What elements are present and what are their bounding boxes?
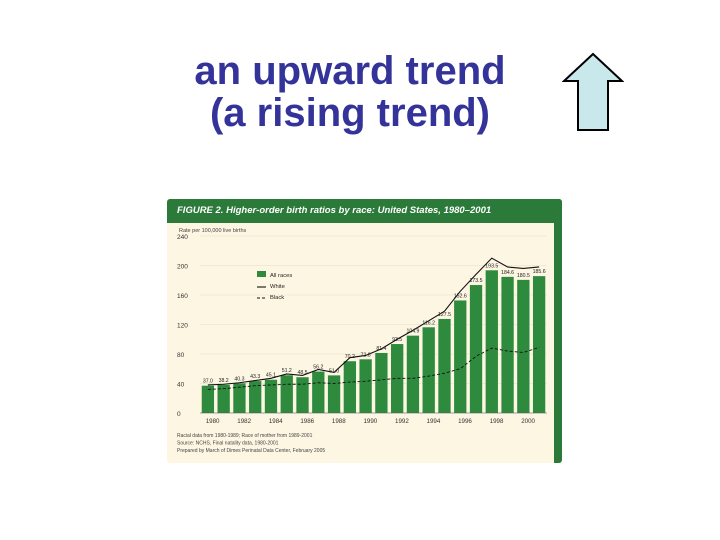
bar — [391, 344, 404, 413]
bar — [233, 383, 246, 413]
bar — [359, 359, 372, 413]
bar — [201, 385, 215, 413]
legend-swatch-all-races — [257, 271, 266, 277]
x-tick-label: 1988 — [332, 418, 346, 425]
up-arrow-icon — [562, 52, 624, 131]
x-tick-label: 1990 — [363, 418, 377, 425]
y-tick-label: 240 — [177, 234, 188, 241]
title-line-1: an upward trend — [194, 49, 506, 93]
figure-header: FIGURE 2. Higher-order birth ratios by r… — [167, 199, 562, 223]
x-tick-label: 1992 — [395, 418, 409, 425]
x-tick-label: 1998 — [490, 418, 504, 425]
data-label: 180.5 — [517, 273, 530, 279]
footnote: Prepared by March of Dimes Perinatal Dat… — [177, 448, 325, 454]
data-label: 93.5 — [392, 337, 402, 343]
bar — [249, 381, 262, 413]
data-label: 116.2 — [422, 320, 435, 326]
bar — [343, 361, 356, 413]
bar — [296, 377, 309, 413]
bar — [501, 276, 514, 413]
bar — [280, 375, 293, 413]
y-tick-label: 40 — [177, 382, 185, 389]
legend-label: Black — [270, 295, 284, 301]
bar — [438, 318, 451, 413]
data-label: 40.3 — [234, 376, 244, 382]
data-label: 51.2 — [282, 368, 292, 374]
y-tick-label: 120 — [177, 323, 188, 330]
x-tick-label: 1984 — [269, 418, 283, 425]
y-axis-label: Rate per 100,000 live births — [179, 228, 247, 234]
data-label: 37.0 — [203, 379, 213, 385]
bar — [406, 335, 420, 413]
bar — [375, 352, 388, 413]
y-tick-label: 200 — [177, 264, 188, 271]
data-label: 193.5 — [485, 263, 498, 269]
data-label: 152.6 — [454, 293, 467, 299]
footnote: Source: NCHS, Final natality data, 1980-… — [177, 441, 279, 447]
x-tick-label: 1994 — [427, 418, 441, 425]
y-tick-label: 80 — [177, 352, 185, 359]
legend-label: White — [270, 284, 285, 290]
series-line-black — [207, 346, 540, 390]
legend-label: All races — [270, 273, 292, 279]
bar — [217, 384, 230, 413]
figure-title: FIGURE 2. Higher-order birth ratios by r… — [177, 205, 492, 216]
y-tick-label: 160 — [177, 293, 188, 300]
data-label: 43.3 — [250, 374, 260, 380]
bar — [422, 327, 435, 413]
x-tick-label: 1986 — [300, 418, 314, 425]
bar — [532, 276, 546, 413]
x-tick-label: 2000 — [521, 418, 535, 425]
figure-border — [554, 199, 562, 463]
data-label: 48.5 — [297, 370, 307, 376]
footnote: Racial data from 1980-1989; Race of moth… — [177, 433, 313, 439]
bar — [485, 270, 498, 413]
chart-figure: FIGURE 2. Higher-order birth ratios by r… — [167, 199, 562, 463]
x-tick-label: 1980 — [206, 418, 220, 425]
data-label: 185.6 — [533, 269, 546, 275]
data-label: 51.0 — [329, 368, 339, 374]
bar — [264, 379, 278, 413]
data-label: 184.6 — [501, 270, 514, 276]
y-tick-label: 0 — [177, 411, 181, 418]
title-line-2: (a rising trend) — [209, 91, 491, 135]
data-label: 38.2 — [219, 378, 229, 384]
x-tick-label: 1996 — [458, 418, 472, 425]
series-line-white — [207, 257, 540, 386]
slide-title: an upward trend (a rising trend) — [150, 50, 550, 134]
data-label: 104.9 — [406, 329, 419, 335]
data-label: 173.5 — [470, 278, 483, 284]
bar — [517, 279, 530, 413]
data-label: 45.1 — [266, 373, 276, 379]
bar — [454, 300, 467, 413]
bar — [327, 375, 341, 413]
bar — [469, 285, 483, 413]
data-label: 127.5 — [438, 312, 451, 318]
x-tick-label: 1982 — [237, 418, 251, 425]
data-label: 56.2 — [313, 365, 323, 371]
bar — [312, 371, 325, 413]
